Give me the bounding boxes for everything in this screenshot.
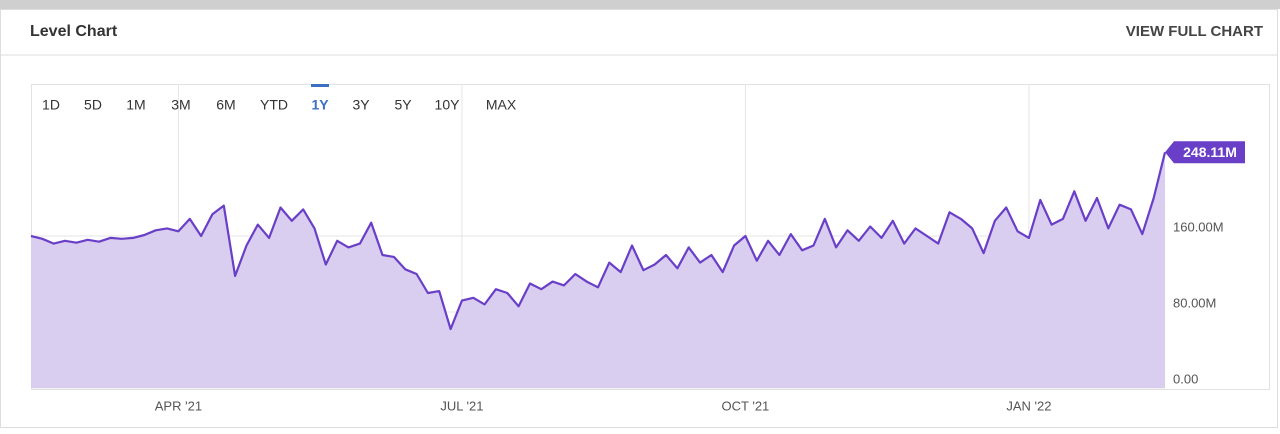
- x-tick-label: JUL '21: [440, 398, 483, 413]
- value-label: 248.11M: [1183, 144, 1237, 160]
- selected-indicator: [311, 84, 329, 87]
- view-full-chart[interactable]: VIEW FULL CHART: [1126, 23, 1263, 40]
- range-button[interactable]: YTD: [260, 97, 288, 113]
- x-tick-label: APR '21: [155, 398, 202, 413]
- y-tick-label: 160.00M: [1173, 219, 1224, 234]
- y-tick-label: 80.00M: [1173, 295, 1216, 310]
- area: [31, 152, 1165, 388]
- range-button[interactable]: 10Y: [435, 97, 461, 113]
- x-tick-label: JAN '22: [1006, 398, 1051, 413]
- range-button[interactable]: 3M: [171, 97, 190, 113]
- range-button[interactable]: MAX: [486, 97, 517, 113]
- range-button[interactable]: 1M: [126, 97, 145, 113]
- top-bar: [0, 0, 1280, 9]
- range-button[interactable]: 3Y: [352, 97, 370, 113]
- x-tick-label: OCT '21: [722, 398, 770, 413]
- card: [0, 9, 1278, 428]
- range-button[interactable]: 6M: [216, 97, 235, 113]
- range-button[interactable]: 5Y: [394, 97, 412, 113]
- value-callout: [1165, 141, 1245, 164]
- card-title: Level Chart: [30, 23, 118, 40]
- line: [30, 152, 1167, 331]
- range-button[interactable]: 5D: [84, 97, 102, 113]
- range-button[interactable]: 1Y: [311, 97, 329, 113]
- y-tick-label: 0.00: [1173, 371, 1198, 386]
- range-button[interactable]: 1D: [42, 97, 60, 113]
